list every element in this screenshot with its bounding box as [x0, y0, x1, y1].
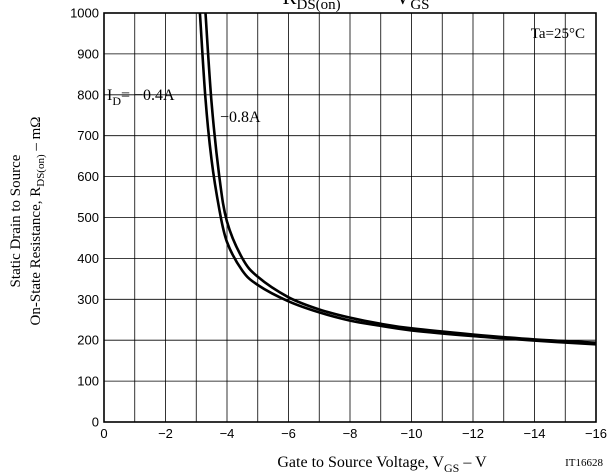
y-axis-label-line2: On-State Resistance, RDS(on) – mΩ [28, 117, 47, 326]
y-tick-label: 0 [92, 415, 99, 430]
x-tick-label: −2 [158, 426, 173, 441]
temperature-annotation: Ta=25°C [531, 26, 585, 42]
series-line-0.8A [204, 12, 597, 344]
y-tick-label: 200 [77, 333, 99, 348]
y-tick-label: 600 [77, 169, 99, 184]
x-tick-label: −10 [400, 426, 422, 441]
chart-title: RDS(on)–VGS [282, 0, 429, 13]
x-tick-label: −8 [343, 426, 358, 441]
x-tick-label: 0 [100, 426, 107, 441]
y-tick-label: 1000 [70, 6, 99, 21]
x-tick-label: −14 [523, 426, 545, 441]
y-axis-label: Static Drain to Source On-State Resistan… [8, 117, 47, 326]
x-tick-label: −12 [462, 426, 484, 441]
x-axis-label: Gate to Source Voltage, VGS – V [277, 454, 487, 475]
y-tick-label: 400 [77, 251, 99, 266]
plot-frame [103, 12, 597, 423]
x-tick-label: −6 [281, 426, 296, 441]
series-label-0.8A: −0.8A [220, 109, 261, 126]
y-tick-label: 800 [77, 87, 99, 102]
x-tick-labels: 0 −2 −4 −6 −8 −10 −12 −14 −16 [100, 426, 607, 441]
y-tick-label: 100 [77, 374, 99, 389]
y-tick-label: 700 [77, 128, 99, 143]
series-lines [198, 12, 597, 346]
y-tick-labels: 0 100 200 300 400 500 600 700 800 900 1000 [70, 6, 99, 430]
x-tick-label: −16 [585, 426, 607, 441]
y-tick-label: 900 [77, 46, 99, 61]
grid-lines [104, 13, 596, 422]
y-tick-label: 300 [77, 292, 99, 307]
y-axis-label-line1: Static Drain to Source [8, 154, 24, 287]
figure-id: IT16628 [565, 457, 603, 469]
series-line-0.4A [198, 12, 597, 346]
x-tick-label: −4 [220, 426, 235, 441]
series-label-0.4A: ID= −0.4A [107, 87, 175, 108]
y-tick-label: 500 [77, 210, 99, 225]
